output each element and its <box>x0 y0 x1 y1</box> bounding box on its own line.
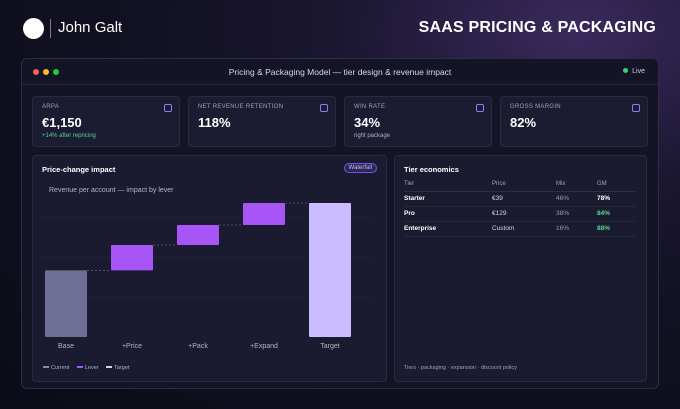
kpi-label: GROSS MARGIN <box>510 104 561 110</box>
tier-name: Enterprise <box>404 221 492 237</box>
app-window: Pricing & Packaging Model — tier design … <box>21 58 659 389</box>
panel-footer: Tiers · packaging · expansion · discount… <box>404 365 517 371</box>
column-header-gm: GM <box>597 178 636 192</box>
column-header-tier: Tier <box>404 178 492 192</box>
tier-gross-margin: 88% <box>597 221 636 237</box>
kpi-value: 82% <box>510 115 537 130</box>
circle-logo-icon <box>23 18 44 39</box>
panel-title: Price-change impact <box>42 165 116 174</box>
tier-gross-margin: 84% <box>597 206 636 222</box>
x-axis-label: Base <box>58 343 74 350</box>
tier-price: €129 <box>492 206 556 222</box>
waterfall-bar-expand <box>243 203 285 225</box>
chart-subtitle: Revenue per account — impact by lever <box>49 187 174 194</box>
tier-mix: 38% <box>556 206 597 222</box>
kpi-subtext: +14% after repricing <box>42 133 96 139</box>
tier-price: Custom <box>492 221 556 237</box>
panel-title: Tier economics <box>404 165 459 174</box>
table-header-row: Tier Price Mix GM <box>404 178 636 192</box>
kpi-label: NET REVENUE RETENTION <box>198 104 284 110</box>
column-header-mix: Mix <box>556 178 597 192</box>
live-status: Live <box>623 67 645 75</box>
kpi-card-net-revenue-retention: NET REVENUE RETENTION 118% <box>188 96 336 147</box>
waterfall-chart: Base +Price +Pack +Expand Target <box>41 202 373 350</box>
waterfall-bar-target <box>309 203 351 337</box>
legend-label: Lever <box>84 365 99 371</box>
kpi-value: 34% <box>354 115 381 130</box>
legend-item-lever: Lever <box>76 365 99 371</box>
waterfall-bar-base <box>45 270 87 337</box>
price-change-impact-panel: Price-change impact Waterfall Revenue pe… <box>32 155 387 382</box>
column-header-price: Price <box>492 178 556 192</box>
kpi-subtext: right package <box>354 133 391 139</box>
tier-mix: 46% <box>556 191 597 207</box>
x-axis-label: +Pack <box>188 343 208 350</box>
kpi-checkbox[interactable] <box>632 104 640 112</box>
legend-swatch <box>43 365 49 368</box>
live-status-label: Live <box>632 68 645 75</box>
tier-mix: 16% <box>556 221 597 237</box>
waterfall-bar-price <box>111 245 153 271</box>
legend-label: Target <box>114 365 130 371</box>
x-axis-label: Target <box>320 343 340 350</box>
kpi-checkbox[interactable] <box>476 104 484 112</box>
legend-item-target: Target <box>106 365 129 371</box>
close-window-button[interactable] <box>33 69 39 75</box>
logo-divider <box>50 19 51 38</box>
x-axis-label: +Price <box>122 343 142 350</box>
kpi-value: 118% <box>198 115 231 130</box>
legend-item-current: Current <box>43 365 69 371</box>
window-titlebar: Pricing & Packaging Model — tier design … <box>22 59 658 85</box>
tier-economics-panel: Tier economics Tier Price Mix GM Starter… <box>394 155 647 382</box>
kpi-value: €1,150 <box>42 115 82 130</box>
table-row[interactable]: Starter €39 46% 78% <box>404 191 636 207</box>
minimize-window-button[interactable] <box>43 69 49 75</box>
table-row[interactable]: Pro €129 38% 84% <box>404 206 636 222</box>
top-bar: John Galt SAAS PRICING & PACKAGING <box>0 0 680 56</box>
tier-economics-table: Tier Price Mix GM Starter €39 46% 78% Pr… <box>404 178 636 237</box>
waterfall-bar-pack <box>177 225 219 245</box>
kpi-card-gross-margin: GROSS MARGIN 82% <box>500 96 648 147</box>
tier-name: Pro <box>404 206 492 222</box>
waterfall-badge[interactable]: Waterfall <box>343 163 377 173</box>
tier-name: Starter <box>404 191 492 207</box>
kpi-label: ARPA <box>42 104 60 110</box>
kpi-checkbox[interactable] <box>320 104 328 112</box>
live-dot-icon <box>623 67 629 73</box>
kpi-card-arpa: ARPA €1,150 +14% after repricing <box>32 96 180 147</box>
legend-swatch <box>106 365 113 368</box>
tier-price: €39 <box>492 191 556 207</box>
kpi-label: WIN RATE <box>354 104 386 110</box>
legend-label: Current <box>51 365 70 371</box>
kpi-card-win-rate: WIN RATE 34% right package <box>344 96 492 147</box>
kpi-checkbox[interactable] <box>164 104 172 112</box>
page-heading: SAAS PRICING & PACKAGING <box>418 19 656 36</box>
legend-swatch <box>76 365 83 368</box>
brand-name: John Galt <box>58 19 123 36</box>
x-axis-label: +Expand <box>250 343 278 350</box>
chart-legend: Current Lever Target <box>43 365 135 371</box>
maximize-window-button[interactable] <box>53 69 59 75</box>
tier-gross-margin: 78% <box>597 191 636 207</box>
table-row[interactable]: Enterprise Custom 16% 88% <box>404 221 636 237</box>
window-title: Pricing & Packaging Model — tier design … <box>228 67 452 77</box>
